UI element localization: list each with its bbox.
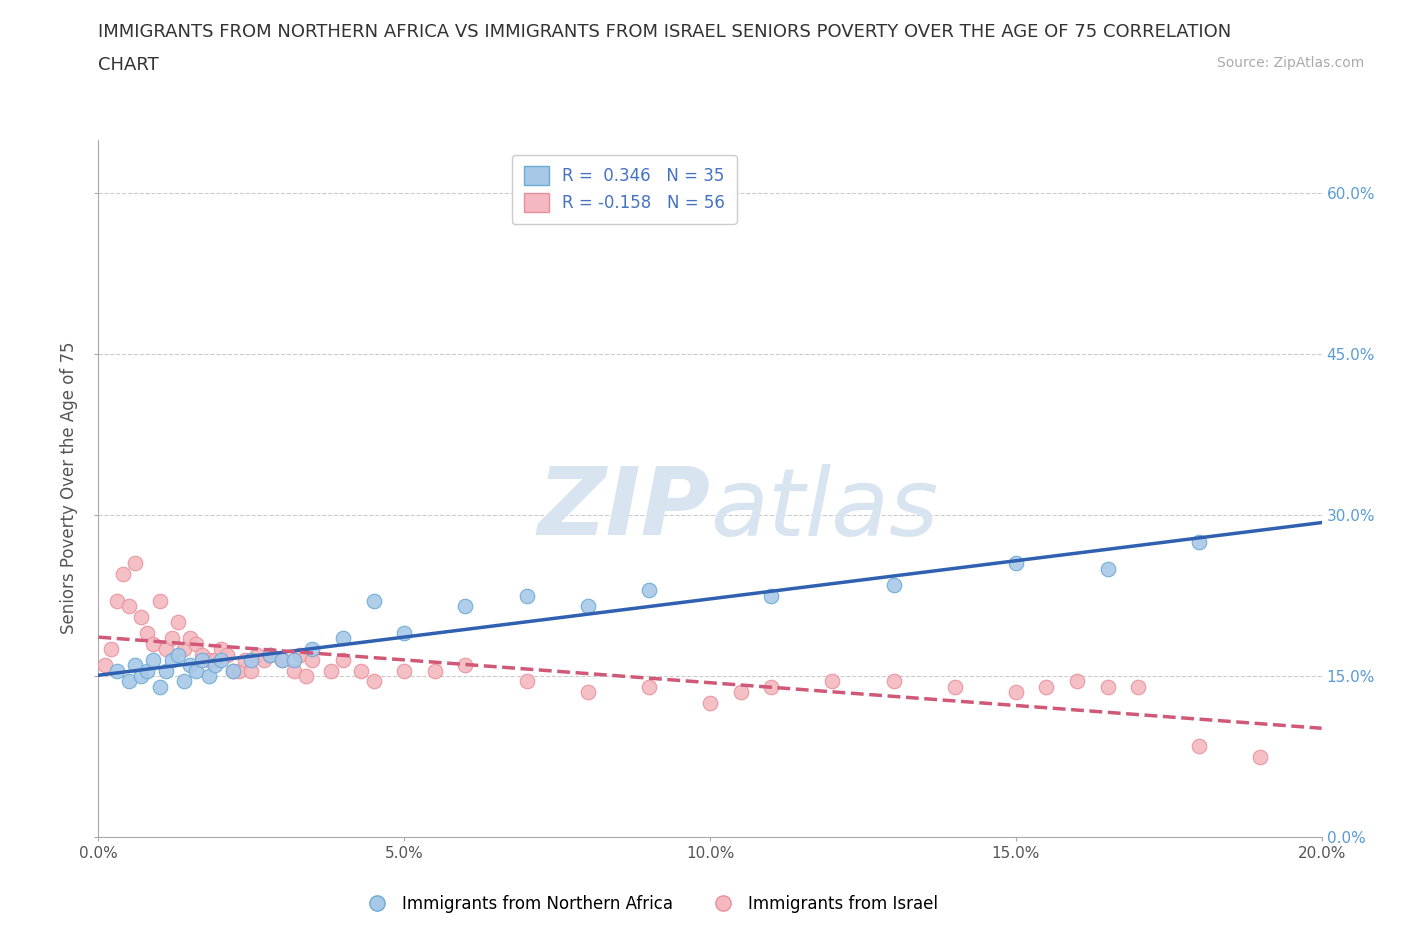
Point <box>259 647 281 662</box>
Point <box>105 593 128 608</box>
Point <box>160 653 183 668</box>
Point <box>129 669 152 684</box>
Point <box>197 669 219 684</box>
Point <box>100 642 122 657</box>
Point <box>233 653 256 668</box>
Point <box>149 593 172 608</box>
Point <box>155 663 177 678</box>
Point <box>149 679 172 694</box>
Point <box>332 631 354 646</box>
Y-axis label: Seniors Poverty Over the Age of 75: Seniors Poverty Over the Age of 75 <box>60 342 79 634</box>
Point <box>699 696 721 711</box>
Point <box>215 647 238 662</box>
Point <box>228 663 250 678</box>
Point <box>576 684 599 699</box>
Point <box>167 615 190 630</box>
Point <box>637 679 661 694</box>
Point <box>136 626 159 641</box>
Point <box>1066 674 1088 689</box>
Point <box>1035 679 1057 694</box>
Point <box>142 636 165 651</box>
Point <box>197 653 219 668</box>
Point <box>204 653 226 668</box>
Point <box>283 663 305 678</box>
Point <box>259 647 281 662</box>
Point <box>160 631 183 646</box>
Point <box>186 636 208 651</box>
Point <box>179 658 201 672</box>
Point <box>270 653 292 668</box>
Point <box>1097 679 1119 694</box>
Point <box>283 653 305 668</box>
Point <box>423 663 446 678</box>
Point <box>392 626 416 641</box>
Point <box>319 663 342 678</box>
Point <box>576 599 599 614</box>
Point <box>363 674 385 689</box>
Point <box>883 674 905 689</box>
Point <box>191 647 214 662</box>
Point <box>186 663 208 678</box>
Point <box>759 679 782 694</box>
Point <box>167 647 190 662</box>
Point <box>124 556 146 571</box>
Point <box>821 674 844 689</box>
Text: Source: ZipAtlas.com: Source: ZipAtlas.com <box>1216 56 1364 70</box>
Point <box>1004 556 1026 571</box>
Point <box>209 653 232 668</box>
Point <box>173 642 195 657</box>
Point <box>105 663 128 678</box>
Point <box>637 583 661 598</box>
Point <box>246 647 269 662</box>
Text: atlas: atlas <box>710 464 938 554</box>
Point <box>222 663 245 678</box>
Point <box>301 642 323 657</box>
Point <box>943 679 966 694</box>
Point <box>363 593 385 608</box>
Point <box>240 653 263 668</box>
Point <box>93 658 115 672</box>
Point <box>118 599 141 614</box>
Point <box>332 653 354 668</box>
Point <box>191 653 214 668</box>
Point <box>129 609 152 624</box>
Point <box>252 653 274 668</box>
Point <box>1188 738 1211 753</box>
Point <box>730 684 752 699</box>
Point <box>516 674 538 689</box>
Text: CHART: CHART <box>98 56 159 73</box>
Point <box>179 631 201 646</box>
Point <box>209 642 232 657</box>
Point <box>759 588 782 603</box>
Point <box>124 658 146 672</box>
Point <box>173 674 195 689</box>
Point <box>155 642 177 657</box>
Point <box>222 663 245 678</box>
Point <box>111 566 134 581</box>
Point <box>392 663 416 678</box>
Legend: Immigrants from Northern Africa, Immigrants from Israel: Immigrants from Northern Africa, Immigra… <box>353 888 945 920</box>
Point <box>883 578 905 592</box>
Point <box>270 653 292 668</box>
Point <box>1188 535 1211 550</box>
Point <box>454 658 477 672</box>
Point <box>204 658 226 672</box>
Point <box>295 669 318 684</box>
Point <box>1004 684 1026 699</box>
Point <box>290 647 312 662</box>
Point <box>142 653 165 668</box>
Point <box>1249 749 1271 764</box>
Point <box>240 663 263 678</box>
Point <box>136 663 159 678</box>
Point <box>301 653 323 668</box>
Point <box>1128 679 1150 694</box>
Point <box>118 674 141 689</box>
Text: IMMIGRANTS FROM NORTHERN AFRICA VS IMMIGRANTS FROM ISRAEL SENIORS POVERTY OVER T: IMMIGRANTS FROM NORTHERN AFRICA VS IMMIG… <box>98 23 1232 41</box>
Point <box>516 588 538 603</box>
Point <box>350 663 373 678</box>
Point <box>1097 562 1119 577</box>
Text: ZIP: ZIP <box>537 463 710 555</box>
Point <box>454 599 477 614</box>
